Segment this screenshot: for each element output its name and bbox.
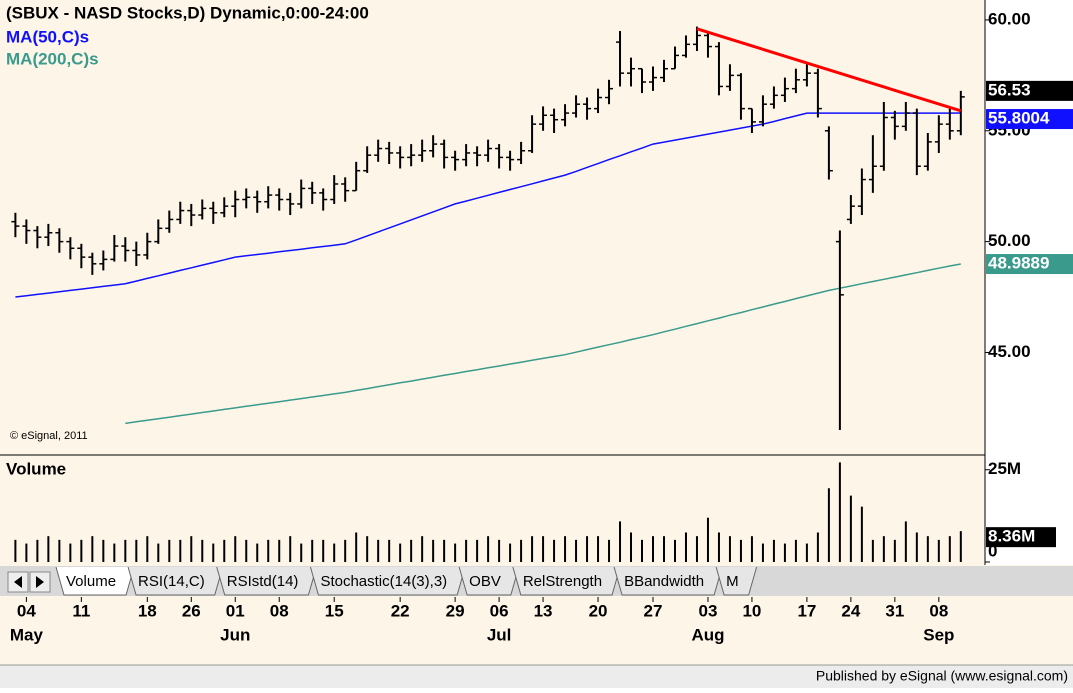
x-tick-label: 27 (644, 601, 663, 620)
x-tick-label: 01 (226, 601, 245, 620)
x-tick-label: 06 (490, 601, 509, 620)
month-label: May (10, 625, 44, 644)
tab-shape (458, 566, 520, 596)
x-tick-label: 03 (699, 601, 718, 620)
tab-label: Stochastic(14(3),3) (320, 573, 447, 590)
footer: Published by eSignal (www.esignal.com) (816, 668, 1068, 684)
last-value-box (986, 109, 1073, 130)
tab-shape (309, 566, 466, 596)
ma-line (15, 112, 961, 298)
ma-line (125, 263, 961, 425)
tab[interactable]: Volume (55, 566, 135, 596)
x-tick-label: 04 (17, 601, 36, 620)
tab[interactable]: M (715, 566, 758, 596)
last-value-label: 56.53 (988, 80, 1031, 99)
x-tick-label: 15 (325, 601, 344, 620)
legend-entry: MA(50,C)s (6, 27, 89, 46)
legend-entry: MA(200,C)s (6, 49, 99, 68)
tab-shape (216, 566, 317, 596)
x-tick-label: 10 (742, 601, 761, 620)
arrow-icon (14, 576, 22, 588)
x-tick-label: 13 (534, 601, 553, 620)
x-tick-label: 20 (589, 601, 608, 620)
y-tick-label: 0 (988, 541, 997, 560)
tab[interactable]: RSIstd(14) (216, 566, 317, 596)
trendline (696, 27, 962, 113)
last-value-box (986, 80, 1073, 101)
last-value-label: 48.9889 (988, 254, 1049, 273)
tab-label: OBV (469, 573, 501, 590)
last-value-label: 55.8004 (988, 109, 1050, 128)
x-tick-label: 29 (446, 601, 465, 620)
x-tick-label: 08 (270, 601, 289, 620)
pane-title: Volume (6, 459, 66, 478)
x-tick-label: 08 (929, 601, 948, 620)
last-value-label: 8.36M (988, 527, 1035, 546)
tab-shape (512, 566, 621, 596)
x-tick-label: 22 (391, 601, 410, 620)
tab-shape (55, 566, 135, 596)
tab[interactable]: Stochastic(14(3),3) (309, 566, 466, 596)
x-tick-label: 17 (797, 601, 816, 620)
y-tick-label: 45.00 (988, 342, 1031, 361)
month-label: Jun (220, 625, 250, 644)
x-tick-label: 11 (72, 601, 90, 620)
tab-label: BBandwidth (624, 573, 704, 590)
last-value-box (986, 527, 1056, 548)
last-value-box (986, 254, 1073, 275)
x-tick-label: 31 (885, 601, 904, 620)
y-tick-label: 50.00 (988, 231, 1031, 250)
month-label: Jul (487, 625, 512, 644)
tab[interactable]: RelStrength (512, 566, 621, 596)
y-tick-label: 60.00 (988, 9, 1031, 28)
x-tick-label: 26 (182, 601, 201, 620)
tab[interactable]: RSI(14,C) (127, 566, 224, 596)
footer-bar (0, 665, 1073, 688)
tab-shape (715, 566, 758, 596)
tab[interactable]: OBV (458, 566, 520, 596)
month-label: Aug (691, 625, 724, 644)
month-label: Sep (923, 625, 954, 644)
tab[interactable]: BBandwidth (613, 566, 723, 596)
tab-shape (613, 566, 723, 596)
tab-label: RelStrength (523, 573, 602, 590)
tab-label: RSIstd(14) (227, 573, 299, 590)
annotation: © eSignal, 2011 (10, 430, 88, 442)
y-tick-label: 25M (988, 459, 1021, 478)
chart-title: (SBUX - NASD Stocks,D) Dynamic,0:00-24:0… (6, 3, 369, 22)
x-tick-label: 24 (841, 601, 860, 620)
tab-shape (127, 566, 224, 596)
x-tick-label: 18 (138, 601, 157, 620)
arrow-icon (36, 576, 44, 588)
tab-label: M (726, 573, 739, 590)
tab-label: RSI(14,C) (138, 573, 205, 590)
tab-label: Volume (66, 573, 116, 590)
